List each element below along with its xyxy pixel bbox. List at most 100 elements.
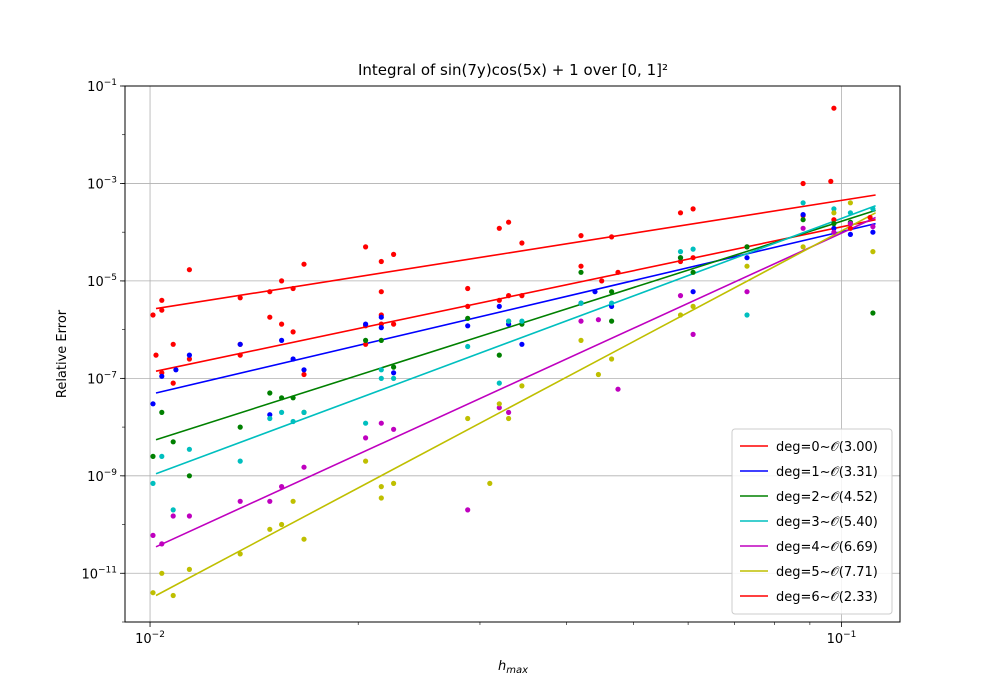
data-point-series-5 [290, 498, 296, 504]
legend: deg=0~𝒪(3.00) deg=1~𝒪(3.31) deg=2~𝒪(4.52) d… [731, 428, 893, 615]
data-point-series-3 [690, 246, 696, 252]
data-point-series-2 [578, 269, 584, 275]
data-point-series-3 [290, 418, 296, 425]
data-point-series-5 [595, 371, 602, 378]
data-point-series-3 [800, 200, 806, 206]
data-point-series-5 [170, 592, 176, 599]
data-point-series-3 [159, 453, 165, 459]
data-point-series-2 [378, 337, 384, 343]
data-point-series-2 [609, 289, 615, 295]
data-point-series-4 [159, 541, 165, 547]
data-point-series-1 [496, 303, 502, 309]
fit-line-series-4 [155, 216, 876, 548]
data-point-series-5 [267, 526, 273, 532]
data-point-series-6 [363, 244, 369, 250]
data-point-series-1 [519, 341, 525, 347]
data-point-series-2 [677, 255, 684, 261]
data-point-series-4 [615, 386, 621, 392]
data-point-series-0 [153, 352, 159, 358]
data-point-series-5 [578, 337, 584, 343]
data-point-series-5 [378, 495, 384, 501]
data-point-series-4 [506, 409, 512, 415]
data-point-series-5 [301, 536, 307, 542]
data-point-series-4 [150, 532, 156, 539]
data-point-series-4 [279, 484, 285, 490]
y-tick-label: 10−5 [87, 273, 117, 290]
data-point-series-6 [831, 105, 837, 111]
x-tick-label: 10−2 [135, 630, 165, 647]
data-point-series-6 [578, 233, 584, 239]
data-point-series-1 [159, 373, 165, 379]
data-point-series-2 [465, 315, 471, 321]
data-point-series-1 [378, 325, 384, 331]
data-point-series-6 [186, 267, 192, 273]
data-point-series-3 [831, 206, 837, 212]
data-point-series-1 [237, 341, 243, 347]
legend-entry: deg=2~𝒪(4.52) [776, 490, 878, 505]
data-point-series-0 [465, 303, 471, 309]
data-point-series-1 [363, 321, 369, 327]
data-point-series-3 [578, 300, 584, 306]
data-point-series-3 [363, 420, 369, 426]
data-point-series-0 [290, 329, 296, 335]
fit-line-series-2 [155, 209, 876, 441]
data-point-series-1 [150, 401, 156, 407]
data-point-series-3 [677, 249, 684, 255]
y-axis-label: Relative Error [55, 309, 70, 398]
data-point-series-4 [595, 317, 602, 323]
data-point-series-2 [237, 424, 243, 430]
data-point-series-5 [677, 312, 684, 318]
data-point-series-6 [690, 206, 696, 212]
data-point-series-1 [290, 356, 296, 362]
data-point-series-2 [267, 390, 273, 396]
data-point-series-5 [391, 480, 397, 486]
fit-line-series-3 [155, 204, 876, 475]
data-point-series-3 [267, 415, 273, 422]
data-point-series-6 [267, 289, 273, 295]
data-point-series-6 [378, 289, 384, 295]
data-point-series-5 [847, 200, 854, 206]
data-point-series-2 [391, 364, 397, 370]
data-point-series-0 [831, 217, 837, 223]
x-axis-label-subscript: max [506, 665, 528, 676]
data-point-series-5 [870, 249, 876, 255]
data-point-series-1 [592, 289, 598, 295]
data-point-series-5 [487, 480, 493, 486]
data-point-series-3 [870, 206, 876, 212]
data-point-series-6 [150, 312, 156, 318]
data-point-series-1 [800, 212, 806, 218]
fit-line-series-0 [155, 218, 876, 372]
data-point-series-3 [465, 343, 471, 350]
data-point-series-0 [496, 297, 502, 303]
data-point-series-5 [690, 303, 696, 309]
data-point-series-6 [237, 295, 243, 301]
legend-entry: deg=3~𝒪(5.40) [776, 515, 878, 530]
data-point-series-2 [290, 395, 296, 401]
data-point-series-5 [465, 415, 471, 422]
x-axis-label-main: h [498, 659, 506, 674]
data-point-series-6 [465, 285, 471, 292]
data-point-series-3 [391, 375, 397, 381]
data-point-series-0 [867, 214, 873, 221]
data-point-series-0 [170, 341, 176, 347]
data-point-series-1 [301, 367, 307, 373]
data-point-series-0 [267, 314, 273, 320]
data-point-series-6 [279, 278, 285, 284]
data-point-series-4 [578, 318, 584, 324]
plot-frame [124, 85, 901, 623]
data-point-series-4 [378, 420, 384, 426]
data-point-series-2 [170, 439, 176, 445]
data-point-series-1 [847, 231, 854, 237]
data-point-series-1 [186, 352, 192, 358]
data-point-series-3 [496, 380, 502, 386]
data-point-series-0 [578, 263, 584, 269]
data-point-series-0 [847, 225, 854, 231]
data-point-series-4 [496, 405, 502, 411]
data-point-series-1 [870, 229, 876, 235]
data-point-series-0 [170, 380, 176, 386]
x-axis-label: hmax [498, 659, 528, 676]
data-point-series-2 [831, 221, 837, 227]
data-point-series-0 [186, 356, 192, 362]
legend-box [731, 428, 893, 615]
